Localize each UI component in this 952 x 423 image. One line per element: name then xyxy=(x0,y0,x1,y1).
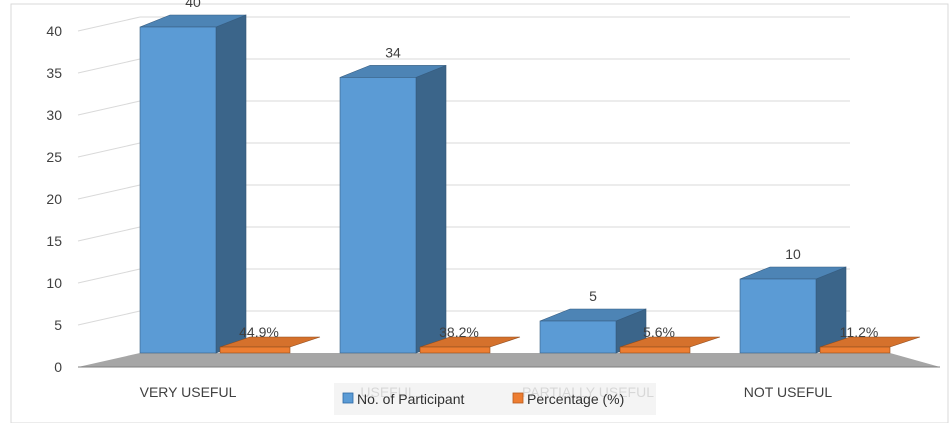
floor-plane xyxy=(78,353,940,367)
legend: No. of Participant Percentage (%) xyxy=(334,383,656,415)
bar-participants-0-side xyxy=(215,14,247,354)
data-label-participants: 40 xyxy=(185,0,201,10)
bar-participants-0 xyxy=(139,14,247,354)
side-gridline xyxy=(77,226,141,242)
y-tick-label: 15 xyxy=(46,233,62,249)
side-gridline xyxy=(77,142,141,158)
side-gridline xyxy=(77,310,141,326)
y-tick-label: 10 xyxy=(46,275,62,291)
data-label-percentage: 11.2% xyxy=(840,324,879,340)
legend-swatch-percentage xyxy=(512,392,524,404)
bar-percentage-1 xyxy=(419,336,521,354)
bar-participants-0-front xyxy=(139,26,217,354)
data-label-percentage: 38.2% xyxy=(439,324,479,340)
bar-percentage-front xyxy=(219,346,291,354)
bar-percentage-2 xyxy=(619,336,721,354)
data-labels: 40 44.9% 34 38.2% 5 5.6% 10 11.2% xyxy=(185,0,878,340)
data-label-percentage: 5.6% xyxy=(643,324,675,340)
side-gridline xyxy=(77,184,141,200)
bar-participants-1-front xyxy=(339,77,417,354)
y-tick-label: 35 xyxy=(46,65,62,81)
y-tick-label: 5 xyxy=(54,317,62,333)
y-tick-label: 20 xyxy=(46,191,62,207)
legend-swatch-participants xyxy=(342,392,354,404)
legend-box xyxy=(334,383,656,415)
side-gridline xyxy=(77,100,141,116)
data-label-participants: 10 xyxy=(785,246,801,262)
x-category-label: VERY USEFUL xyxy=(140,384,237,400)
bar-participants-3-front xyxy=(739,278,817,354)
data-label-participants: 5 xyxy=(589,288,597,304)
y-tick-label: 25 xyxy=(46,149,62,165)
y-tick-label: 30 xyxy=(46,107,62,123)
side-gridline xyxy=(77,268,141,284)
data-label-percentage: 44.9% xyxy=(239,324,279,340)
gridlines xyxy=(77,16,850,326)
chart-border xyxy=(10,3,949,423)
y-tick-label: 0 xyxy=(54,359,62,375)
bar-percentage-front xyxy=(619,346,691,354)
y-axis-ticks: 0 5 10 15 20 25 30 35 40 xyxy=(46,23,62,375)
bar-participants-3 xyxy=(739,266,847,354)
chart-floor xyxy=(78,353,940,368)
bar-percentage-front xyxy=(419,346,491,354)
bar-participants-1 xyxy=(339,64,447,354)
legend-label-percentage: Percentage (%) xyxy=(527,391,624,407)
bar-percentage-0 xyxy=(219,336,321,354)
legend-label-participants: No. of Participant xyxy=(357,391,464,407)
side-gridline xyxy=(77,58,141,74)
bars xyxy=(139,14,921,354)
bar-participants-1-side xyxy=(415,64,447,354)
bar-percentage-3 xyxy=(819,336,921,354)
bar-percentage-front xyxy=(819,346,891,354)
data-label-participants: 34 xyxy=(385,44,401,60)
x-category-label: NOT USEFUL xyxy=(744,384,833,400)
bar-participants-2-front xyxy=(539,320,617,354)
chart-frame xyxy=(10,3,949,423)
y-tick-label: 40 xyxy=(46,23,62,39)
side-gridline xyxy=(77,16,141,32)
